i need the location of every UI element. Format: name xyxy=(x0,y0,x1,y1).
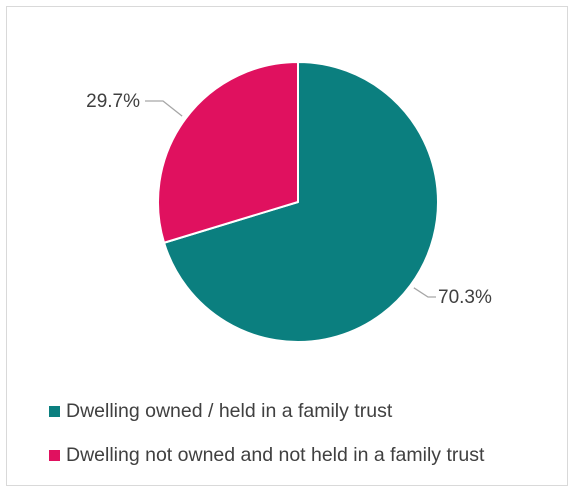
legend-item-not-owned: Dwelling not owned and not held in a fam… xyxy=(49,442,484,468)
legend-swatch-not-owned xyxy=(49,449,60,461)
data-label-not-owned: 29.7% xyxy=(86,91,140,112)
data-label-owned: 70.3% xyxy=(438,287,492,308)
legend: Dwelling owned / held in a family trust … xyxy=(49,398,484,486)
leader-line-not-owned xyxy=(145,100,183,117)
legend-label-not-owned: Dwelling not owned and not held in a fam… xyxy=(66,443,485,466)
legend-label-owned: Dwelling owned / held in a family trust xyxy=(66,399,393,422)
legend-swatch-owned xyxy=(49,405,60,417)
legend-item-owned: Dwelling owned / held in a family trust xyxy=(49,398,484,424)
pie-slice-owned xyxy=(163,61,439,343)
pie-slice-not-owned xyxy=(157,61,299,244)
leader-line-owned xyxy=(413,287,436,298)
